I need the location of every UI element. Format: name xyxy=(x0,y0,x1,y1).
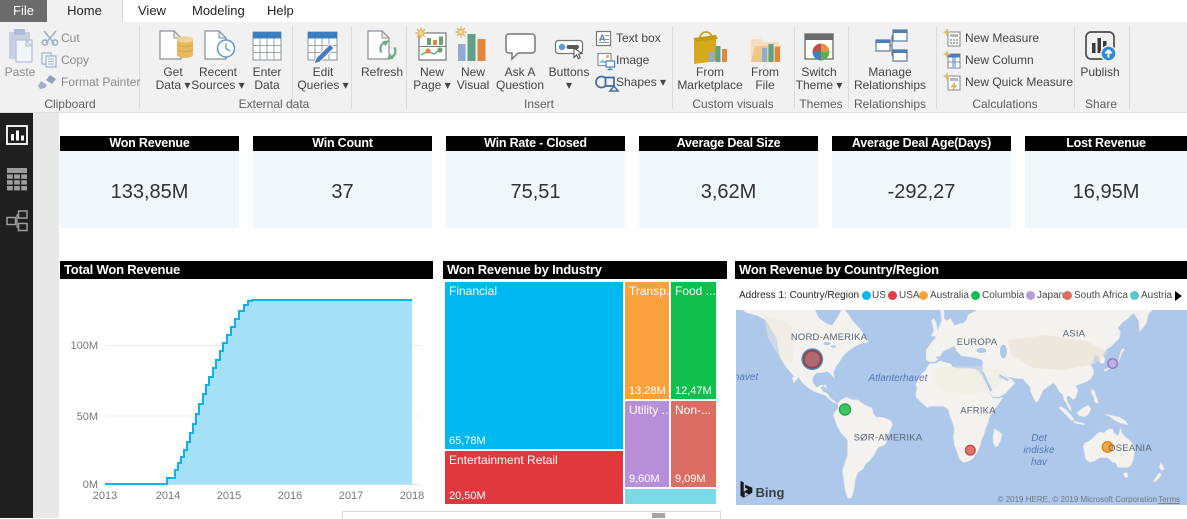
svg-text:A: A xyxy=(599,33,606,43)
svg-text:EUROPA: EUROPA xyxy=(957,337,998,348)
svg-text:ASIA: ASIA xyxy=(1063,329,1086,340)
svg-text:© 2019 HERE, © 2019 Microsoft: © 2019 HERE, © 2019 Microsoft Corporatio… xyxy=(998,495,1157,504)
svg-text:2016: 2016 xyxy=(278,490,302,502)
svg-text:Det: Det xyxy=(1031,433,1048,444)
svg-text:AFRIKA: AFRIKA xyxy=(960,406,996,417)
svg-text:Terms: Terms xyxy=(1158,495,1180,504)
svg-text:100M: 100M xyxy=(70,340,98,352)
svg-text:Atlanterhavet: Atlanterhavet xyxy=(868,373,929,384)
svg-text:NORD-AMERIKA: NORD-AMERIKA xyxy=(791,332,868,343)
svg-text:indiske: indiske xyxy=(1023,445,1055,456)
svg-text:Bing: Bing xyxy=(756,485,785,500)
svg-text:SØR-AMERIKA: SØR-AMERIKA xyxy=(854,433,923,444)
svg-text:2017: 2017 xyxy=(339,490,363,502)
svg-text:OSEANIA: OSEANIA xyxy=(1108,443,1152,454)
svg-text:hav: hav xyxy=(1031,457,1048,468)
svg-text:2018: 2018 xyxy=(400,490,424,502)
svg-text:havet: havet xyxy=(736,372,759,383)
svg-text:0M: 0M xyxy=(83,479,98,491)
svg-text:2013: 2013 xyxy=(93,490,117,502)
svg-text:2014: 2014 xyxy=(156,490,180,502)
svg-text:2015: 2015 xyxy=(217,490,241,502)
svg-text:50M: 50M xyxy=(77,411,98,423)
